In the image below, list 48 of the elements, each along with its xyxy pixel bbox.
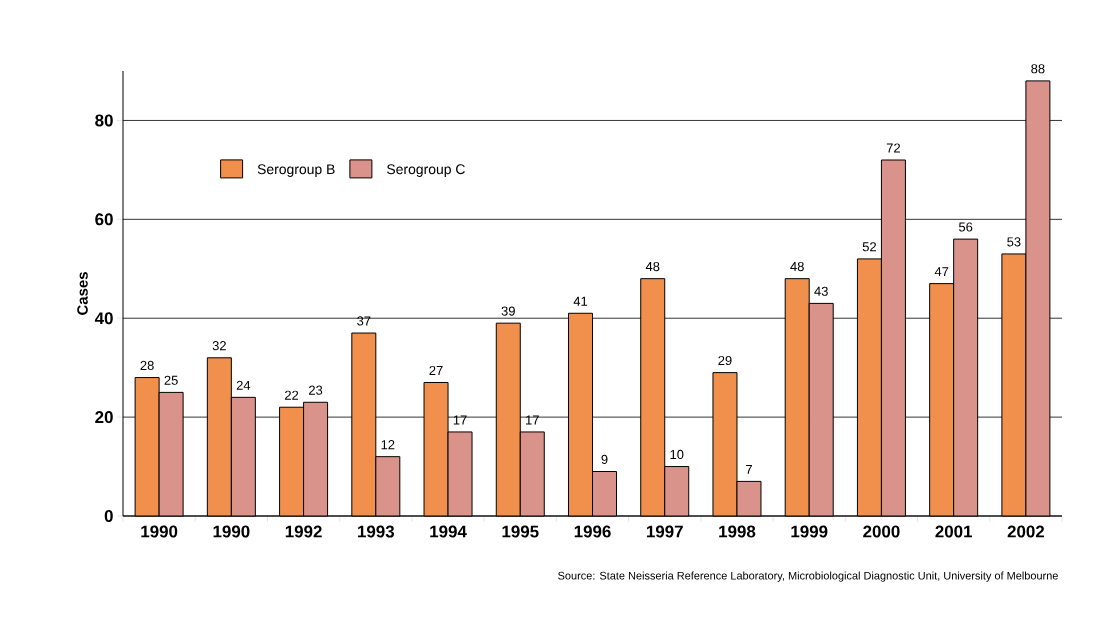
data-label: 37 (357, 316, 371, 326)
data-label: 48 (790, 261, 804, 272)
x-tick-label: 1993 (358, 525, 395, 538)
x-tick-label: 1990 (213, 525, 250, 538)
data-label: 7 (746, 464, 752, 474)
x-tick-label: 1995 (502, 525, 539, 538)
data-label: 22 (285, 390, 299, 400)
data-label: 72 (886, 143, 900, 153)
data-label: 17 (526, 415, 539, 425)
x-tick-label: 1997 (646, 525, 683, 538)
data-label: 48 (645, 261, 660, 272)
y-tick-label: 0 (104, 510, 113, 522)
y-tick-label: 60 (95, 213, 113, 226)
x-tick-label: 1996 (574, 525, 611, 538)
data-label: 41 (573, 296, 588, 306)
data-label: 10 (670, 449, 684, 460)
x-tick-label: 2001 (935, 525, 973, 538)
data-label: 17 (453, 415, 467, 425)
data-label: 43 (814, 286, 828, 296)
data-label: 32 (212, 341, 226, 351)
y-tick-label: 80 (95, 114, 113, 127)
x-tick-label: 1998 (719, 525, 756, 538)
data-label: 23 (309, 385, 323, 395)
source-note: Source: State Neisseria Reference Laboratory, Microbiological Diagnostic Unit, University of Melbourne (558, 571, 1058, 582)
data-label: 39 (501, 306, 515, 316)
data-label: 56 (958, 222, 973, 232)
data-label: 27 (429, 365, 443, 375)
y-tick-label: 20 (95, 411, 113, 424)
data-label: 47 (934, 267, 949, 277)
data-label: 12 (381, 440, 395, 450)
x-tick-label: 2002 (1007, 525, 1045, 538)
data-label: 53 (1007, 237, 1021, 247)
x-tick-label: 1990 (141, 525, 178, 538)
data-label: 28 (140, 360, 154, 371)
x-tick-label: 1992 (285, 525, 322, 538)
data-label: 29 (718, 355, 732, 366)
x-tick-label: 2000 (863, 525, 900, 538)
data-label: 9 (601, 454, 608, 464)
legend-label: Serogroup B (257, 164, 335, 177)
data-label: 24 (236, 380, 251, 390)
data-label: 88 (1031, 64, 1045, 74)
x-tick-label: 1999 (791, 525, 828, 538)
data-label: 52 (862, 242, 876, 252)
legend-label: Serogroup C (387, 164, 465, 177)
data-label: 25 (164, 375, 178, 385)
y-axis-title: Cases (77, 272, 88, 315)
y-tick-label: 40 (94, 312, 113, 325)
x-tick-label: 1994 (430, 525, 467, 538)
